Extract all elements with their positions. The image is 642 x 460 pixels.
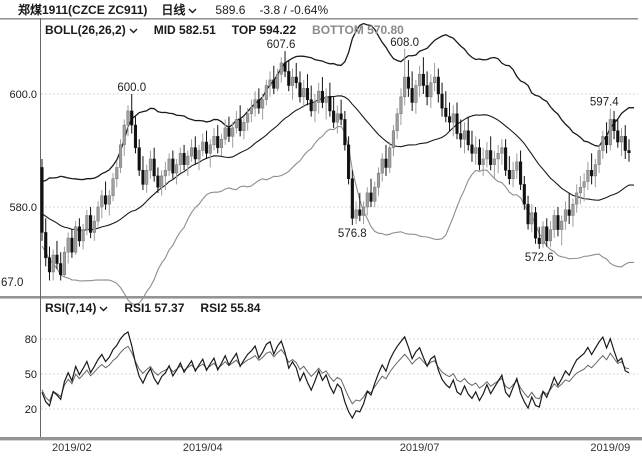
price-change: -3.8 / -0.64% (259, 2, 329, 17)
rsi-series (41, 330, 630, 420)
boll-top-line (41, 22, 634, 183)
date-tick-label: 2019/09 (590, 442, 630, 454)
chevron-down-icon[interactable] (129, 28, 138, 34)
date-tick-label: 2019/07 (400, 442, 440, 454)
candlestick-series (40, 48, 631, 281)
rsi1-value: RSI1 57.37 (124, 301, 185, 315)
bottom-axis-bar (0, 437, 642, 441)
date-tick-label: 2019/04 (183, 442, 223, 454)
chevron-down-icon[interactable] (99, 306, 108, 312)
boll-name: BOLL(26,26,2) (45, 23, 126, 37)
price-annotation: 607.6 (267, 39, 296, 51)
price-annotation: 67.0 (1, 277, 23, 289)
price-annotation: 597.4 (590, 97, 619, 109)
boll-top-value: TOP 594.22 (231, 23, 297, 37)
period-selector[interactable]: 日线 (161, 1, 197, 18)
price-annotation: 576.8 (338, 228, 367, 240)
last-price: 589.6 (215, 2, 246, 17)
boll-bottom-line (41, 125, 634, 306)
quote-header: 郑煤1911(CZCE ZC911) 日线 589.6 -3.8 / -0.64… (18, 1, 329, 18)
rsi-tick-label: 50 (25, 369, 37, 381)
header-separator (0, 18, 638, 20)
price-annotation: 608.0 (390, 37, 419, 49)
boll-mid-value: MID 582.51 (153, 23, 216, 37)
price-annotation: 572.6 (525, 252, 554, 264)
rsi-selector[interactable]: RSI(7,14) (45, 301, 108, 315)
panel-divider (0, 296, 642, 299)
chevron-down-icon[interactable] (188, 8, 197, 14)
rsi-tick-label: 20 (25, 404, 37, 416)
rsi2-value: RSI2 55.84 (200, 301, 261, 315)
date-tick-label: 2019/02 (52, 442, 92, 454)
boll-mid-line (41, 95, 634, 231)
boll-indicator-bar: BOLL(26,26,2) MID 582.51 TOP 594.22 BOTT… (45, 23, 404, 37)
boll-bottom-value: BOTTOM 570.80 (312, 23, 404, 37)
price-tick-label: 580.0 (9, 202, 37, 214)
price-tick-label: 600.0 (9, 89, 37, 101)
rsi1-line (41, 330, 630, 420)
symbol-name: 郑煤1911(CZCE ZC911) (18, 3, 148, 17)
period-label: 日线 (161, 3, 186, 17)
rsi2-line (41, 345, 630, 405)
rsi-name: RSI(7,14) (45, 301, 97, 315)
rsi-indicator-bar: RSI(7,14) RSI1 57.37 RSI2 55.84 (45, 301, 260, 315)
boll-selector[interactable]: BOLL(26,26,2) (45, 23, 138, 37)
rsi-tick-label: 80 (25, 334, 37, 346)
price-annotation: 600.0 (117, 82, 146, 94)
